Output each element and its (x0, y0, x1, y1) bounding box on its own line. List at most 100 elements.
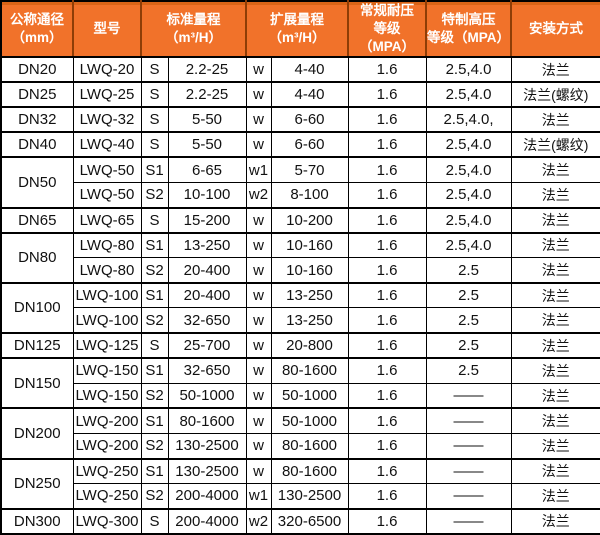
cell-model: LWQ-80 (72, 257, 142, 284)
table-row: LWQ-250 S2 200-4000 w1 130-2500 1.6 —— 法… (1, 483, 600, 510)
cell-w-code: w (245, 106, 272, 133)
table-row: DN200 LWQ-200 S1 80-1600 w 50-1000 1.6 —… (0, 407, 600, 460)
cell-s-code: S (140, 332, 169, 359)
cell-model: LWQ-100 (72, 307, 142, 334)
table-row: DN100 LWQ-100 S1 20-400 w 13-250 1.6 2.5… (0, 281, 600, 334)
cell-installation: 法兰 (510, 382, 600, 409)
cell-installation: 法兰 (510, 457, 600, 485)
cell-standard-range: 32-650 (167, 307, 247, 334)
cell-normal-pressure: 1.6 (347, 231, 427, 259)
cell-s-code: S (140, 55, 169, 83)
cell-s-code: S (140, 206, 169, 234)
cell-model: LWQ-100 (72, 281, 142, 309)
cell-w-code: w (245, 281, 272, 309)
cell-w-code: w (245, 81, 272, 108)
cell-extended-range: 50-1000 (270, 382, 349, 409)
table-row: DN65 LWQ-65 S 15-200 w 10-200 1.6 2.5,4.… (0, 206, 600, 234)
cell-standard-range: 13-250 (167, 231, 247, 259)
cell-special-pressure: —— (425, 483, 512, 510)
cell-normal-pressure: 1.6 (347, 432, 427, 460)
cell-special-pressure: 2.5,4.0 (425, 156, 512, 183)
cell-standard-range: 6-65 (167, 156, 247, 183)
cell-special-pressure: 2.5,4.0 (425, 81, 512, 108)
cell-extended-range: 4-40 (270, 81, 349, 108)
cell-standard-range: 5-50 (167, 131, 247, 158)
cell-extended-range: 20-800 (270, 332, 349, 359)
cell-dn: DN25 (0, 81, 74, 108)
cell-normal-pressure: 1.6 (347, 131, 427, 158)
cell-special-pressure: 2.5 (425, 307, 512, 334)
cell-installation: 法兰 (510, 432, 600, 460)
table-row: LWQ-100 S2 32-650 w 13-250 1.6 2.5 法兰 (1, 307, 600, 334)
cell-w-code: w (245, 407, 272, 434)
cell-model: LWQ-50 (72, 181, 142, 209)
cell-installation: 法兰 (510, 357, 600, 384)
cell-dn: DN50 (0, 156, 74, 209)
cell-installation: 法兰 (510, 483, 600, 510)
cell-s-code: S2 (140, 307, 169, 334)
cell-standard-range: 80-1600 (167, 407, 247, 434)
cell-w-code: w (245, 131, 272, 158)
cell-dn: DN20 (0, 55, 74, 83)
cell-installation: 法兰(螺纹) (510, 81, 600, 108)
cell-model: LWQ-25 (72, 81, 142, 108)
cell-dn: DN150 (0, 357, 74, 409)
cell-extended-range: 13-250 (270, 307, 349, 334)
cell-dn: DN250 (0, 457, 74, 510)
cell-special-pressure: —— (425, 432, 512, 460)
cell-s-code: S1 (140, 231, 169, 259)
cell-dn: DN300 (0, 507, 74, 535)
cell-normal-pressure: 1.6 (347, 457, 427, 485)
cell-standard-range: 2.2-25 (167, 55, 247, 83)
table-row: DN40 LWQ-40 S 5-50 w 6-60 1.6 2.5,4.0 法兰… (0, 131, 600, 158)
cell-special-pressure: 2.5,4.0 (425, 55, 512, 83)
cell-special-pressure: 2.5,4.0 (425, 206, 512, 234)
cell-model: LWQ-50 (72, 156, 142, 183)
cell-w-code: w (245, 257, 272, 284)
col-header-normal-pressure: 常规耐压 等级（MPA） (347, 1, 426, 58)
cell-extended-range: 80-1600 (270, 357, 349, 384)
cell-normal-pressure: 1.6 (347, 257, 427, 284)
cell-installation: 法兰 (510, 507, 600, 535)
cell-model: LWQ-300 (72, 507, 142, 535)
cell-normal-pressure: 1.6 (347, 483, 427, 510)
table-row: LWQ-150 S2 50-1000 w 50-1000 1.6 —— 法兰 (1, 382, 600, 409)
cell-s-code: S1 (140, 407, 169, 434)
cell-w-code: w (245, 457, 272, 485)
col-header-installation: 安装方式 (510, 1, 600, 58)
col-header-nominal-diameter: 公称通径 （mm） (1, 1, 73, 58)
table-row: DN250 LWQ-250 S1 130-2500 w 80-1600 1.6 … (0, 457, 600, 510)
cell-standard-range: 130-2500 (167, 432, 247, 460)
cell-standard-range: 50-1000 (167, 382, 247, 409)
cell-installation: 法兰 (510, 181, 600, 209)
cell-special-pressure: 2.5 (425, 281, 512, 309)
table-row: LWQ-200 S2 130-2500 w 80-1600 1.6 —— 法兰 (1, 432, 600, 460)
cell-installation: 法兰 (510, 206, 600, 234)
cell-standard-range: 130-2500 (167, 457, 247, 485)
cell-special-pressure: 2.5,4.0 (425, 131, 512, 158)
cell-model: LWQ-200 (72, 407, 142, 434)
cell-model: LWQ-150 (72, 382, 142, 409)
cell-installation: 法兰(螺纹) (510, 131, 600, 158)
cell-model: LWQ-20 (72, 55, 142, 83)
cell-extended-range: 320-6500 (270, 507, 349, 535)
table-row: DN80 LWQ-80 S1 13-250 w 10-160 1.6 2.5,4… (0, 231, 600, 284)
col-header-model: 型号 (72, 1, 141, 58)
table-row: DN32 LWQ-32 S 5-50 w 6-60 1.6 2.5,4.0, 法… (0, 106, 600, 133)
cell-w-code: w2 (245, 181, 272, 209)
cell-s-code: S1 (140, 457, 169, 485)
cell-extended-range: 4-40 (270, 55, 349, 83)
cell-installation: 法兰 (510, 55, 600, 83)
cell-special-pressure: 2.5 (425, 332, 512, 359)
cell-model: LWQ-125 (72, 332, 142, 359)
cell-installation: 法兰 (510, 407, 600, 434)
cell-model: LWQ-40 (72, 131, 142, 158)
cell-dn: DN32 (0, 106, 74, 133)
cell-extended-range: 10-160 (270, 257, 349, 284)
cell-w-code: w (245, 332, 272, 359)
cell-standard-range: 200-4000 (167, 483, 247, 510)
cell-normal-pressure: 1.6 (347, 156, 427, 183)
cell-w-code: w1 (245, 483, 272, 510)
cell-normal-pressure: 1.6 (347, 181, 427, 209)
